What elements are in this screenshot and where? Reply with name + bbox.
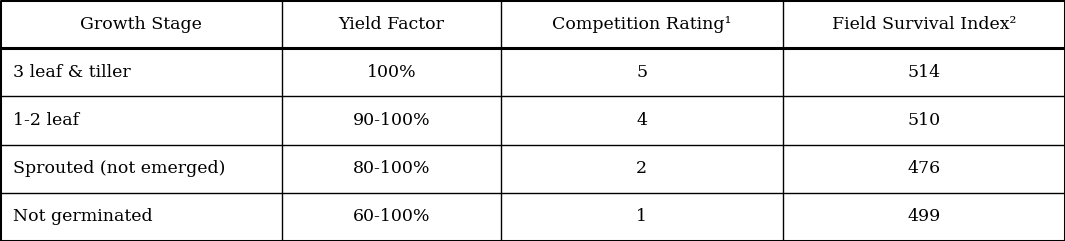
Text: 510: 510	[907, 112, 940, 129]
Text: 514: 514	[907, 64, 940, 81]
Text: 90-100%: 90-100%	[353, 112, 430, 129]
Text: 60-100%: 60-100%	[353, 208, 430, 225]
Text: 499: 499	[907, 208, 940, 225]
Text: Yield Factor: Yield Factor	[339, 16, 444, 33]
Text: Competition Rating¹: Competition Rating¹	[552, 16, 732, 33]
Text: 476: 476	[907, 160, 940, 177]
Text: 100%: 100%	[366, 64, 416, 81]
Text: 3 leaf & tiller: 3 leaf & tiller	[13, 64, 131, 81]
Text: Not germinated: Not germinated	[13, 208, 152, 225]
Text: 5: 5	[636, 64, 648, 81]
Text: 80-100%: 80-100%	[353, 160, 430, 177]
Text: 2: 2	[636, 160, 648, 177]
Text: Field Survival Index²: Field Survival Index²	[832, 16, 1016, 33]
Text: 1-2 leaf: 1-2 leaf	[13, 112, 79, 129]
Text: 4: 4	[636, 112, 648, 129]
Text: 1: 1	[636, 208, 648, 225]
Text: Growth Stage: Growth Stage	[80, 16, 202, 33]
Text: Sprouted (not emerged): Sprouted (not emerged)	[13, 160, 225, 177]
